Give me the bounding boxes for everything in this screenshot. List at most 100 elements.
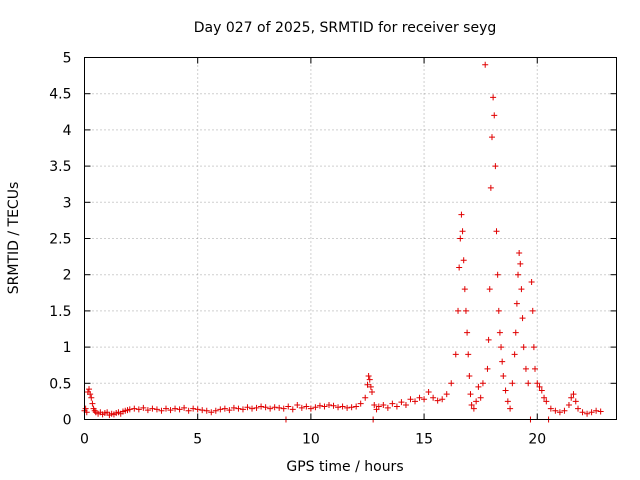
data-point <box>276 404 283 411</box>
data-point <box>294 402 301 409</box>
data-point <box>460 257 467 264</box>
y-tick-labels: 0 0.5 1 1.5 2 2.5 3 3.5 4 4.5 5 <box>49 51 71 429</box>
data-point <box>312 404 319 411</box>
data-point <box>185 407 192 414</box>
data-point <box>502 387 509 394</box>
data-points <box>81 61 604 423</box>
data-point <box>271 404 278 411</box>
data-point <box>203 407 210 414</box>
data-point <box>495 307 502 314</box>
data-point <box>522 365 529 372</box>
data-point <box>91 407 98 414</box>
data-point <box>199 407 206 414</box>
data-point <box>86 386 93 393</box>
data-point <box>289 406 296 413</box>
data-point <box>512 329 519 336</box>
data-point <box>425 388 432 395</box>
data-point <box>389 400 396 407</box>
data-point <box>330 402 337 409</box>
data-point <box>375 403 382 410</box>
data-point <box>258 403 265 410</box>
data-point <box>153 406 160 413</box>
data-point <box>457 235 464 242</box>
grid-layer <box>84 57 617 420</box>
data-point <box>556 409 563 416</box>
data-point <box>339 403 346 410</box>
data-point <box>570 391 577 398</box>
y-tick-label: 3 <box>63 195 72 211</box>
data-point <box>529 307 536 314</box>
data-point <box>194 406 201 413</box>
data-point <box>493 228 500 235</box>
data-point <box>316 402 323 409</box>
data-point <box>393 403 400 410</box>
x-tick-labels: 0 5 10 15 20 <box>80 432 546 448</box>
y-tick-label: 1 <box>63 340 72 356</box>
data-point <box>517 260 524 267</box>
data-point <box>244 404 251 411</box>
data-point <box>565 402 572 409</box>
data-point <box>561 407 568 414</box>
data-point <box>519 315 526 322</box>
y-tick-label: 0 <box>63 413 72 429</box>
data-point <box>430 394 437 401</box>
data-point <box>144 407 151 414</box>
data-point <box>364 381 371 388</box>
data-point <box>456 264 463 271</box>
data-point <box>367 383 374 390</box>
data-point <box>380 402 387 409</box>
data-point <box>487 184 494 191</box>
data-point <box>285 403 292 410</box>
data-point <box>384 404 391 411</box>
data-point <box>494 271 501 278</box>
data-point <box>552 407 559 414</box>
data-point <box>88 394 95 401</box>
data-point <box>458 211 465 218</box>
data-point <box>496 329 503 336</box>
data-point <box>518 286 525 293</box>
data-point <box>412 398 419 405</box>
data-point <box>249 405 256 412</box>
data-point <box>525 380 532 387</box>
data-point <box>500 373 507 380</box>
data-point <box>321 403 328 410</box>
data-point <box>516 249 523 256</box>
x-tick-label: 5 <box>193 432 202 448</box>
data-point <box>473 398 480 405</box>
data-point <box>575 405 582 412</box>
data-point <box>230 404 237 411</box>
data-point <box>479 380 486 387</box>
data-point <box>365 373 372 380</box>
data-point <box>149 405 156 412</box>
data-point <box>190 405 197 412</box>
data-point <box>468 402 475 409</box>
data-point <box>530 344 537 351</box>
data-point <box>398 399 405 406</box>
data-point <box>588 409 595 416</box>
data-point <box>303 403 310 410</box>
data-point <box>357 400 364 407</box>
data-point <box>348 404 355 411</box>
data-point <box>584 410 591 417</box>
data-point <box>464 329 471 336</box>
data-point <box>87 391 94 398</box>
data-point <box>267 405 274 412</box>
x-tick-label: 10 <box>302 432 320 448</box>
data-point <box>421 396 428 403</box>
data-point <box>434 397 441 404</box>
data-point <box>475 383 482 390</box>
data-point <box>181 404 188 411</box>
data-point <box>298 404 305 411</box>
data-point <box>536 383 543 390</box>
data-point <box>176 406 183 413</box>
data-point <box>262 404 269 411</box>
data-point <box>532 365 539 372</box>
x-axis-label: GPS time / hours <box>286 459 403 475</box>
y-tick-label: 4 <box>63 123 72 139</box>
data-point <box>593 407 600 414</box>
y-tick-label: 0.5 <box>49 376 71 392</box>
data-point <box>484 365 491 372</box>
data-point <box>344 404 351 411</box>
data-point <box>140 404 147 411</box>
